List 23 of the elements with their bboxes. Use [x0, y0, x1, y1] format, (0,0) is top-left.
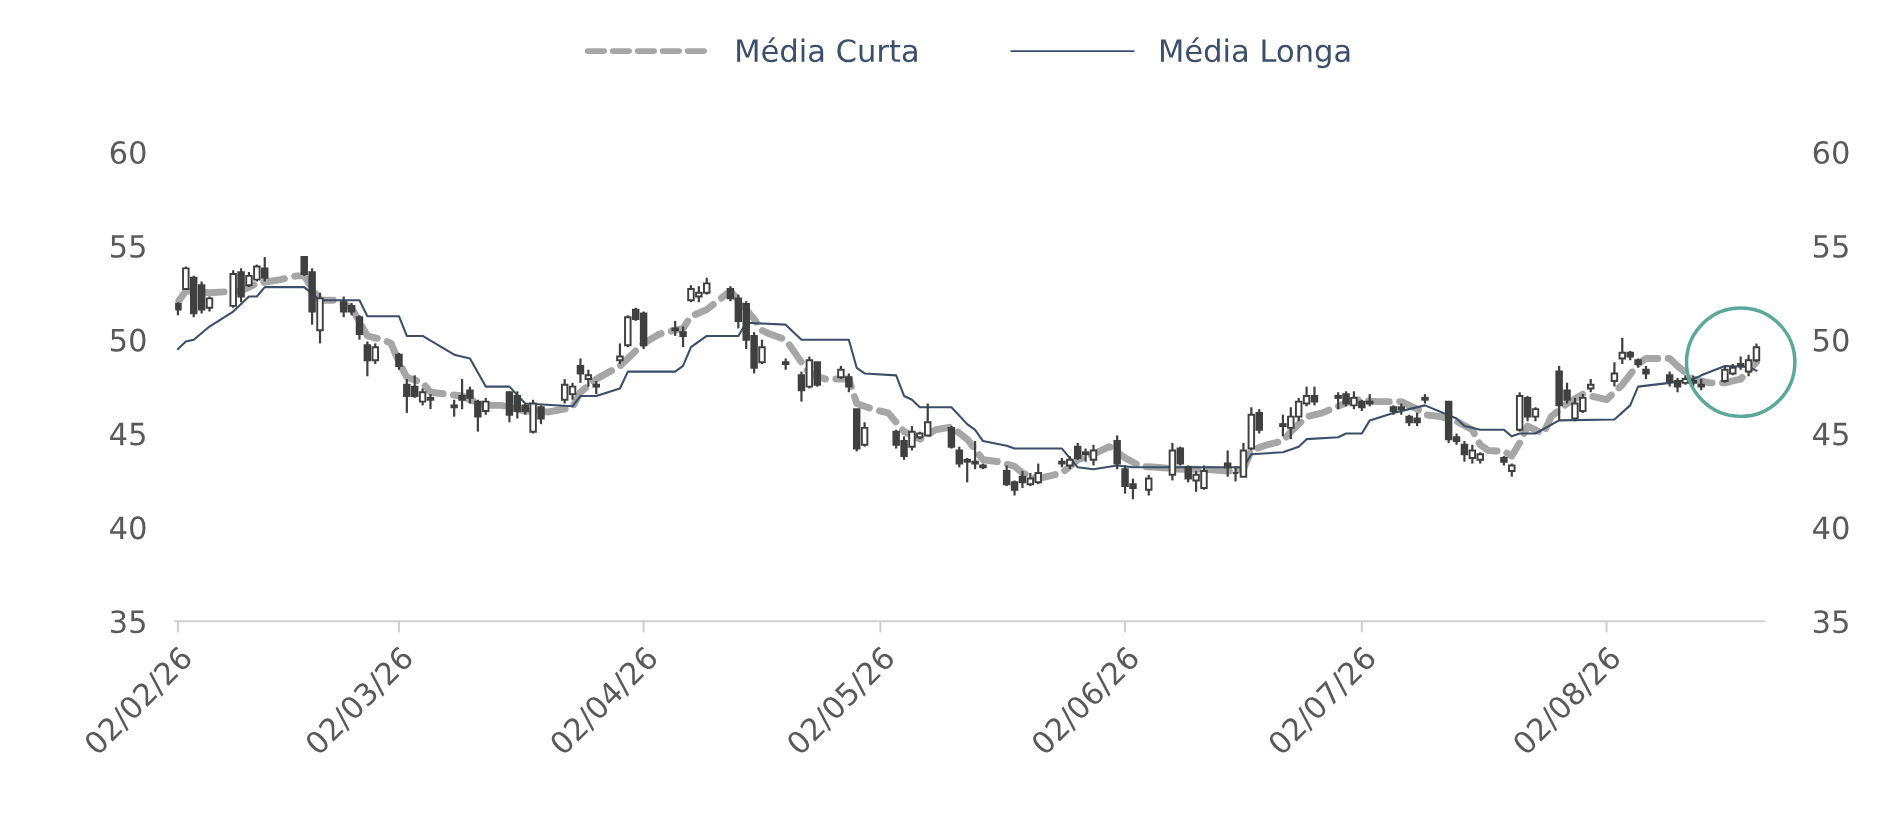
y-tick-label: 50 [111, 328, 146, 352]
y-tick-label: 45 [110, 422, 145, 446]
y-tick-label: 60 [110, 140, 146, 165]
y2-tick-label: 45 [1813, 422, 1848, 446]
candlestick [616, 342, 624, 366]
y-tick-label: 40 [110, 516, 146, 540]
y2-tick-label: 55 [1813, 235, 1848, 258]
candlestick [679, 325, 687, 349]
candlestick [1610, 361, 1619, 388]
candlestick [355, 314, 364, 341]
y-tick-label: 55 [111, 235, 145, 258]
y-tick-label: 35 [110, 610, 145, 634]
y2-tick-label: 50 [1813, 328, 1849, 352]
candlestick [1145, 473, 1153, 497]
candlestick [947, 424, 956, 450]
y2-tick-label: 60 [1813, 140, 1849, 165]
candlestick [576, 357, 585, 384]
legend-label: Média Longa [1160, 37, 1350, 69]
y2-tick-label: 35 [1813, 610, 1848, 634]
y2-tick-label: 40 [1813, 516, 1849, 540]
candlestick [1113, 434, 1121, 471]
candlestick [1223, 449, 1232, 478]
legend-label: Média Curta [737, 37, 917, 63]
